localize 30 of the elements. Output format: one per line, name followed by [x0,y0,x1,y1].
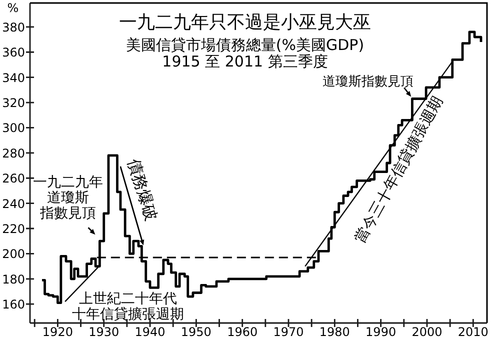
y-tick-label: 320 [2,96,25,110]
y-tick-label: 200 [2,247,25,262]
x-tick-label: 1920 [42,325,73,339]
y-tick-label: 240 [2,196,25,211]
y-tick-label: 220 [2,222,25,236]
x-tick-label: 1950 [180,325,212,339]
y-tick-label: 300 [2,121,25,136]
x-tick-label: 2000 [412,325,442,339]
x-tick-label: 1960 [227,325,258,339]
annotation: 上世紀二十年代十年信貸擴張週期 [72,291,184,322]
x-tick-label: 1970 [273,325,304,339]
text: 一九二九年只不過是小巫見大巫 [119,12,371,33]
y-tick-label: 360 [2,46,25,60]
y-tick-label: 340 [2,70,25,85]
x-tick-label: 1930 [88,325,120,339]
text: 美國信貸市場債務總量(%美國GDP) 1915 至 2011 第三季度 [126,36,364,70]
y-tick-label: 280 [2,146,25,160]
annotation: 道瓊斯指數見頂 [322,74,414,90]
annotation: 一九二九年道瓊斯指數見頂 [33,174,104,222]
x-tick-label: 1990 [366,325,396,339]
y-tick-label: 180 [2,272,25,286]
x-tick-label: 1940 [134,325,166,339]
x-tick-label: 2010 [458,325,488,339]
annotation: 債務爆破 [124,156,162,224]
y-tick-label: 380 [2,20,25,34]
y-axis-title: % [7,1,19,15]
y-tick-label: 160 [2,298,25,312]
y-tick-label: 260 [2,172,25,186]
x-tick-label: 1980 [319,325,350,339]
annotation: 當今三十年信貸擴張週期 [350,93,446,246]
